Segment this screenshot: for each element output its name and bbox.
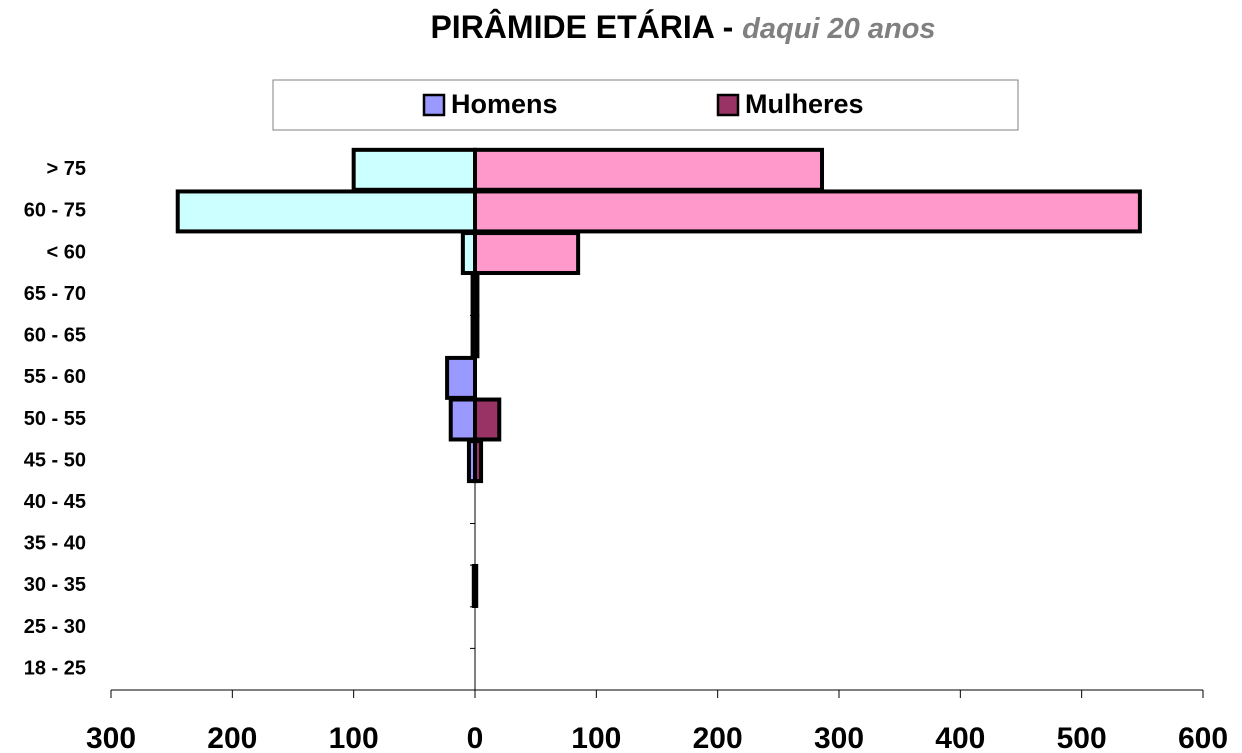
bar (473, 563, 479, 608)
x-tick-label: 300 (814, 722, 864, 753)
bar (473, 189, 1142, 234)
legend-swatch (422, 93, 446, 117)
y-tick-label: 40 - 45 (24, 491, 86, 513)
x-tick-label: 200 (207, 722, 257, 753)
x-tick-label: 600 (1178, 722, 1228, 753)
chart-subtitle: daqui 20 anos (742, 13, 935, 45)
x-tick-label: 100 (329, 722, 379, 753)
bar (445, 355, 477, 400)
bar (473, 272, 480, 317)
bar (473, 147, 825, 192)
chart-title: PIRÂMIDE ETÁRIA - (430, 9, 733, 45)
y-tick-label: < 60 (47, 241, 86, 263)
legend-label: Homens (451, 89, 558, 119)
bar (351, 147, 477, 192)
legend-label: Mulheres (745, 89, 864, 119)
bar (473, 439, 484, 484)
y-tick-label: 55 - 60 (24, 366, 86, 388)
y-tick-label: 50 - 55 (24, 408, 86, 430)
x-tick-label: 300 (86, 722, 136, 753)
y-tick-label: 30 - 35 (24, 574, 86, 596)
bar (448, 397, 478, 442)
y-tick-label: 65 - 70 (24, 283, 86, 305)
x-tick-label: 100 (571, 722, 621, 753)
y-tick-label: 35 - 40 (24, 533, 86, 555)
bar (473, 231, 581, 276)
y-tick-label: 60 - 65 (24, 325, 86, 347)
y-tick-label: 45 - 50 (24, 449, 86, 471)
bar (175, 189, 477, 234)
y-tick-label: 60 - 75 (24, 200, 86, 222)
y-tick-label: 25 - 30 (24, 616, 86, 638)
bar (473, 397, 502, 442)
bar (473, 314, 480, 359)
x-tick-label: 400 (935, 722, 985, 753)
x-tick-label: 500 (1057, 722, 1107, 753)
y-tick-label: > 75 (47, 158, 86, 180)
title-group: PIRÂMIDE ETÁRIA - daqui 20 anos (430, 9, 935, 45)
x-tick-label: 0 (467, 722, 484, 753)
x-tick-label: 200 (693, 722, 743, 753)
legend-box (272, 79, 1019, 131)
legend-swatch (716, 93, 740, 117)
y-tick-label: 18 - 25 (24, 657, 86, 679)
